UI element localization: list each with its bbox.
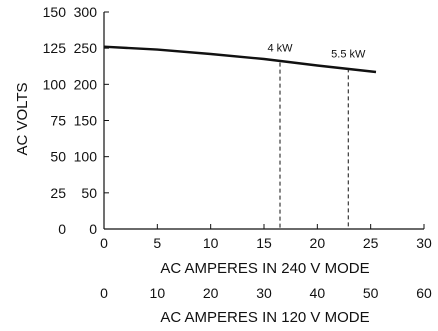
- x-tick-label: 20: [310, 235, 326, 251]
- x-tick-label: 25: [363, 235, 379, 251]
- x-secondary-tick-label: 0: [100, 285, 108, 301]
- x-secondary-tick-label: 30: [256, 285, 272, 301]
- plot-frame: [103, 12, 424, 230]
- y-secondary-tick-label: 250: [74, 40, 98, 56]
- x-secondary-tick-label: 10: [150, 285, 166, 301]
- series-layer: [103, 45, 377, 74]
- x-secondary-tick-label: 50: [363, 285, 379, 301]
- y-tick-label: 25: [50, 185, 66, 201]
- y-secondary-tick-label: 300: [74, 4, 98, 20]
- x-tick-label: 5: [153, 235, 161, 251]
- x-tick-label: 0: [100, 235, 108, 251]
- y-tick-label: 150: [43, 4, 67, 20]
- y-secondary-tick-label: 0: [89, 221, 97, 237]
- series-line: [103, 45, 377, 74]
- y-secondary-tick-label: 50: [81, 185, 97, 201]
- x-axis-ticks: 0 5 10 15 20 25 30: [100, 224, 432, 251]
- x-secondary-tick-label: 40: [310, 285, 326, 301]
- annotation-label: 5.5 kW: [331, 48, 366, 60]
- y-secondary-tick-label: 200: [74, 76, 98, 92]
- annotation-label: 4 kW: [267, 43, 293, 55]
- y-tick-label: 50: [50, 149, 66, 165]
- y-tick-label: 125: [43, 40, 67, 56]
- y-tick-label: 0: [58, 221, 66, 237]
- x-secondary-tick-label: 60: [416, 285, 432, 301]
- y-axis-title: AC VOLTS: [14, 82, 31, 155]
- x-axis-title: AC AMPERES IN 240 V MODE: [160, 260, 369, 277]
- x-tick-label: 30: [416, 235, 432, 251]
- x-tick-label: 15: [256, 235, 272, 251]
- x-tick-label: 10: [203, 235, 219, 251]
- y-tick-label: 100: [43, 76, 67, 92]
- x-secondary-axis-title: AC AMPERES IN 120 V MODE: [160, 309, 369, 326]
- y-secondary-tick-label: 100: [74, 149, 98, 165]
- x-secondary-tick-label: 20: [203, 285, 219, 301]
- y-tick-label: 75: [50, 113, 66, 129]
- annotation-layer: 4 kW 5.5 kW: [267, 43, 366, 229]
- x-secondary-axis-ticks: 0 10 20 30 40 50 60: [100, 285, 432, 301]
- y-axis-ticks: 0 0 25 50 50 100 75 150 100 200 125 250 150 300: [43, 4, 109, 237]
- y-secondary-tick-label: 150: [74, 113, 98, 129]
